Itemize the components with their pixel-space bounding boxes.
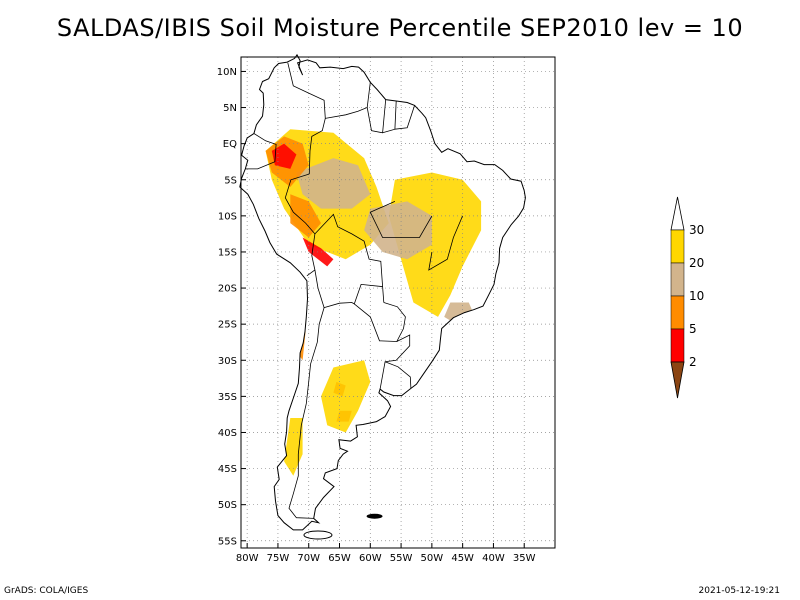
lon-tick-label: 35W <box>513 553 536 564</box>
lon-tick-label: 70W <box>297 553 320 564</box>
colorbar-bottom-arrow <box>670 361 685 399</box>
country-border <box>366 99 387 134</box>
colorbar-top-arrow <box>670 196 685 231</box>
lat-tick-label: 55S <box>218 536 237 547</box>
lat-tick-label: 20S <box>218 284 237 295</box>
coastline <box>239 53 526 531</box>
country-border <box>245 133 277 170</box>
country-border <box>394 105 415 130</box>
coastline-and-borders <box>239 53 526 540</box>
colorbar-segment <box>670 328 685 363</box>
lat-tick-label: 5N <box>223 103 237 114</box>
lon-tick-label: 80W <box>236 553 259 564</box>
lon-tick-label: 55W <box>390 553 413 564</box>
lat-tick-label: 10S <box>218 211 237 222</box>
colorbar-segment <box>670 229 685 264</box>
tierra-del-fuego <box>303 530 333 540</box>
country-border <box>379 334 411 390</box>
country-border <box>284 173 316 277</box>
lat-tick-label: 25S <box>218 320 237 331</box>
lat-tick-label: 40S <box>218 428 237 439</box>
country-border <box>325 82 371 119</box>
longitude-labels: 80W 75W 70W 65W 60W 55W 50W 45W 40W 35W <box>236 553 536 564</box>
country-border <box>382 100 397 134</box>
latitude-labels: 10N 5N EQ 5S 10S 15S 20S 25S 30S 35S 40S 45S 50S 55S <box>217 67 237 547</box>
colorbar-level-label: 20 <box>689 256 704 270</box>
falkland-islands <box>366 513 383 519</box>
footer-timestamp: 2021-05-12-19:21 <box>698 586 781 596</box>
percentile-shading <box>265 129 482 476</box>
lon-tick-label: 60W <box>359 553 382 564</box>
lat-tick-label: 10N <box>217 67 237 78</box>
lon-tick-label: 45W <box>451 553 474 564</box>
lon-tick-label: 75W <box>267 553 290 564</box>
country-border <box>288 307 325 519</box>
colorbar-segment <box>670 295 685 330</box>
colorbar-legend: 30 20 10 5 2 <box>670 196 704 399</box>
colorbar-segment <box>670 262 685 297</box>
country-border <box>428 215 463 271</box>
footer-credit: GrADS: COLA/IGES <box>4 586 89 596</box>
graticule <box>241 57 555 548</box>
colorbar-level-label: 2 <box>689 355 697 369</box>
lat-tick-label: 35S <box>218 392 237 403</box>
lat-tick-label: 50S <box>218 500 237 511</box>
colorbar-level-label: 5 <box>689 322 697 336</box>
country-border <box>354 302 406 342</box>
lon-tick-label: 65W <box>328 553 351 564</box>
map-frame <box>240 56 556 549</box>
lat-tick-label: 45S <box>218 464 237 475</box>
shading-patch <box>296 158 371 209</box>
lat-tick-label: EQ <box>223 139 237 150</box>
lat-tick-label: 30S <box>218 356 237 367</box>
lon-tick-label: 50W <box>421 553 444 564</box>
lat-tick-label: 5S <box>224 175 237 186</box>
shading-patch <box>444 302 475 325</box>
country-border <box>314 213 385 303</box>
map-title: SALDAS/IBIS Soil Moisture Percentile SEP… <box>56 14 744 42</box>
colorbar-level-label: 10 <box>689 289 704 303</box>
lon-tick-label: 40W <box>482 553 505 564</box>
country-border <box>369 201 433 238</box>
colorbar-level-label: 30 <box>689 223 704 237</box>
country-border <box>314 269 383 309</box>
lat-tick-label: 15S <box>218 247 237 258</box>
country-border <box>384 361 412 389</box>
